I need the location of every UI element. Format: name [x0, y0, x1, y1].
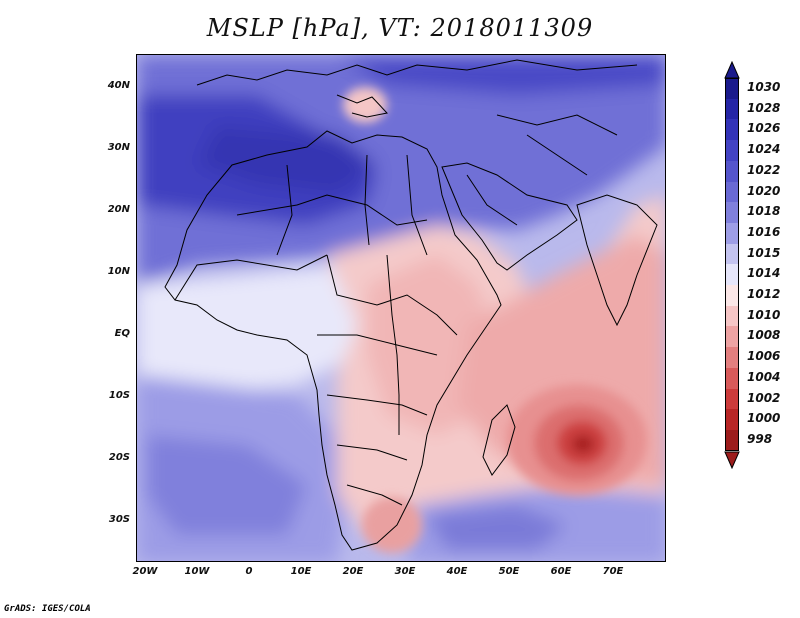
colorbar-arrow-bottom — [724, 451, 740, 469]
colorbar-label: 1030 — [747, 80, 781, 94]
lat-label: 20S — [108, 452, 130, 463]
colorbar-label: 1022 — [747, 162, 781, 177]
colorbar-label: 998 — [747, 431, 773, 446]
colorbar-swatch — [725, 388, 739, 410]
colorbar-label: 1014 — [747, 266, 781, 281]
colorbar-swatch — [725, 119, 739, 141]
colorbar-swatch — [725, 285, 739, 307]
colorbar-label: 1028 — [747, 100, 781, 115]
lon-label: 50E — [498, 566, 520, 577]
coastline — [164, 59, 658, 551]
colorbar-swatch — [725, 409, 739, 431]
colorbar-label: 1024 — [747, 142, 781, 157]
colorbar-label: 1006 — [747, 349, 781, 364]
colorbar-swatch — [725, 160, 739, 182]
colorbar-label: 1008 — [747, 328, 781, 343]
colorbar-label: 1018 — [747, 204, 781, 219]
colorbar-swatch — [725, 140, 739, 162]
colorbar-swatch — [725, 429, 739, 452]
lat-label: 30S — [108, 514, 130, 525]
mslp-field — [137, 55, 665, 561]
credit-text: GrADS: IGES/COLA — [4, 604, 91, 614]
lon-label: 30E — [394, 566, 416, 577]
colorbar-swatch — [725, 326, 739, 348]
lon-label: 70E — [602, 566, 624, 577]
colorbar-label: 1012 — [747, 287, 781, 301]
lon-label: 10E — [290, 566, 312, 577]
lat-label: 20N — [107, 204, 130, 215]
chart-title: MSLP [hPa], VT: 2018011309 — [206, 14, 594, 42]
lon-label: 60E — [550, 566, 572, 577]
colorbar-label: 1004 — [747, 369, 781, 384]
colorbar-swatch — [725, 347, 739, 369]
colorbar-label: 1015 — [747, 245, 781, 260]
lat-label: 30N — [107, 142, 130, 153]
colorbar-swatch — [725, 264, 739, 286]
lat-label: EQ — [114, 328, 130, 339]
colorbar-swatch — [725, 78, 739, 100]
lat-label: 10N — [107, 266, 130, 277]
colorbar-swatch — [725, 222, 739, 245]
lon-label: 20W — [132, 566, 158, 577]
colorbar-swatch — [725, 181, 739, 203]
colorbar-swatch — [725, 98, 739, 120]
colorbar-swatch — [725, 243, 739, 265]
colorbar-swatch — [725, 305, 739, 327]
colorbar-swatch — [725, 202, 739, 224]
colorbar-label: 1010 — [747, 307, 781, 322]
colorbar-arrow-top — [724, 61, 740, 79]
lat-label: 40N — [107, 80, 130, 91]
colorbar-label: 1020 — [747, 183, 781, 198]
colorbar-swatch — [725, 367, 739, 389]
lon-label: 40E — [446, 566, 468, 577]
colorbar-label: 1002 — [747, 390, 781, 405]
lon-label: 0 — [245, 566, 253, 577]
map-panel — [136, 54, 666, 562]
colorbar-label: 1000 — [747, 411, 781, 426]
lon-label: 10W — [184, 566, 210, 577]
colorbar-label: 1026 — [747, 121, 781, 136]
colorbar-label: 1016 — [747, 224, 781, 239]
lat-label: 10S — [108, 390, 130, 401]
lon-label: 20E — [342, 566, 364, 577]
